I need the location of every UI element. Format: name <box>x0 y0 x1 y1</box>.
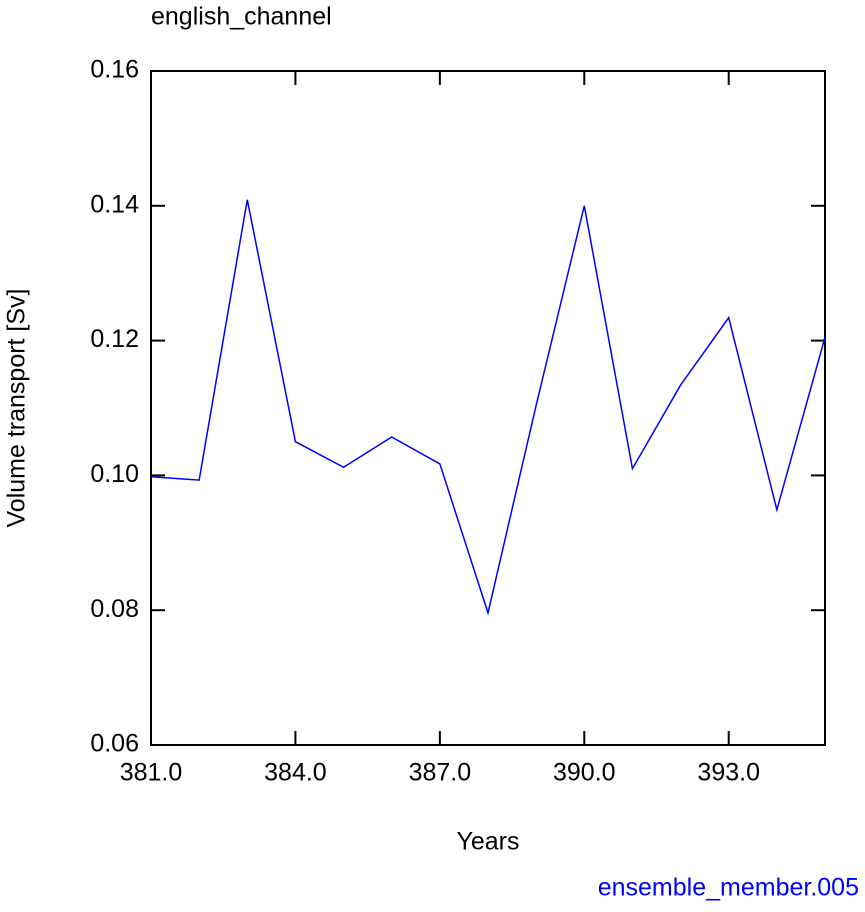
data-line <box>150 199 826 616</box>
y-axis-label: Volume transport [Sv] <box>3 288 31 527</box>
y-tick-label: 0.14 <box>90 190 139 218</box>
chart-title: english_channel <box>151 3 332 31</box>
y-tick-label: 0.16 <box>90 56 139 84</box>
x-tick-label: 393.0 <box>697 759 760 787</box>
x-tick-label: 387.0 <box>409 759 472 787</box>
y-tick-label: 0.08 <box>90 595 139 623</box>
plot-frame <box>150 70 826 746</box>
y-tick-label: 0.12 <box>90 325 139 353</box>
x-tick-label: 384.0 <box>264 759 327 787</box>
x-axis-label: Years <box>456 828 519 856</box>
x-tick-label: 381.0 <box>120 759 183 787</box>
subtitle: ensemble_member.005 <box>598 874 859 902</box>
y-tick-label: 0.10 <box>90 460 139 488</box>
x-tick-label: 390.0 <box>553 759 616 787</box>
y-tick-label: 0.06 <box>90 730 139 758</box>
